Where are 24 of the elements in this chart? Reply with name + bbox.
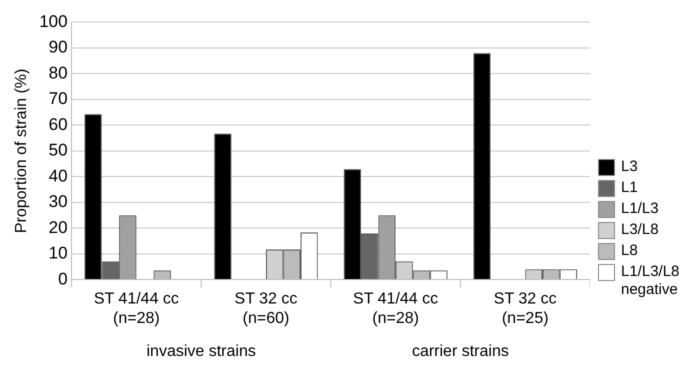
legend-label: L8 [621, 242, 638, 260]
legend-label: L3 [621, 158, 638, 176]
x-tick-label: ST 41/44 cc (n=28) [353, 290, 438, 327]
text: invasive strains [146, 343, 256, 360]
text: carrier strains [412, 343, 509, 360]
y-tick-label: 90 [48, 38, 68, 57]
y-tick-label: 50 [48, 140, 68, 160]
x-tick-label: ST 32 cc (n=25) [494, 290, 557, 327]
y-tick-label: 100 [39, 12, 68, 31]
y-tick-label: 30 [48, 192, 68, 212]
y-tick-label: 70 [48, 89, 68, 108]
y-tick-label: 0 [58, 269, 68, 288]
legend-label: L1/L3 [621, 200, 659, 218]
text: L1/L3/L8 negative [621, 263, 680, 299]
y-tick-label: 10 [48, 244, 68, 263]
legend-label: L3/L8 [621, 221, 659, 239]
y-axis-title: Proportion of strain (%) [13, 68, 30, 234]
legend-label: L1 [621, 179, 638, 197]
y-tick-label: 80 [48, 63, 68, 82]
x-tick-label: ST 41/44 cc (n=28) [94, 290, 179, 327]
x-tick-label: ST 32 cc (n=60) [234, 290, 298, 327]
y-tick-label: 60 [48, 114, 68, 134]
y-tick-label: 40 [48, 166, 68, 186]
y-tick-label: 20 [48, 218, 68, 237]
